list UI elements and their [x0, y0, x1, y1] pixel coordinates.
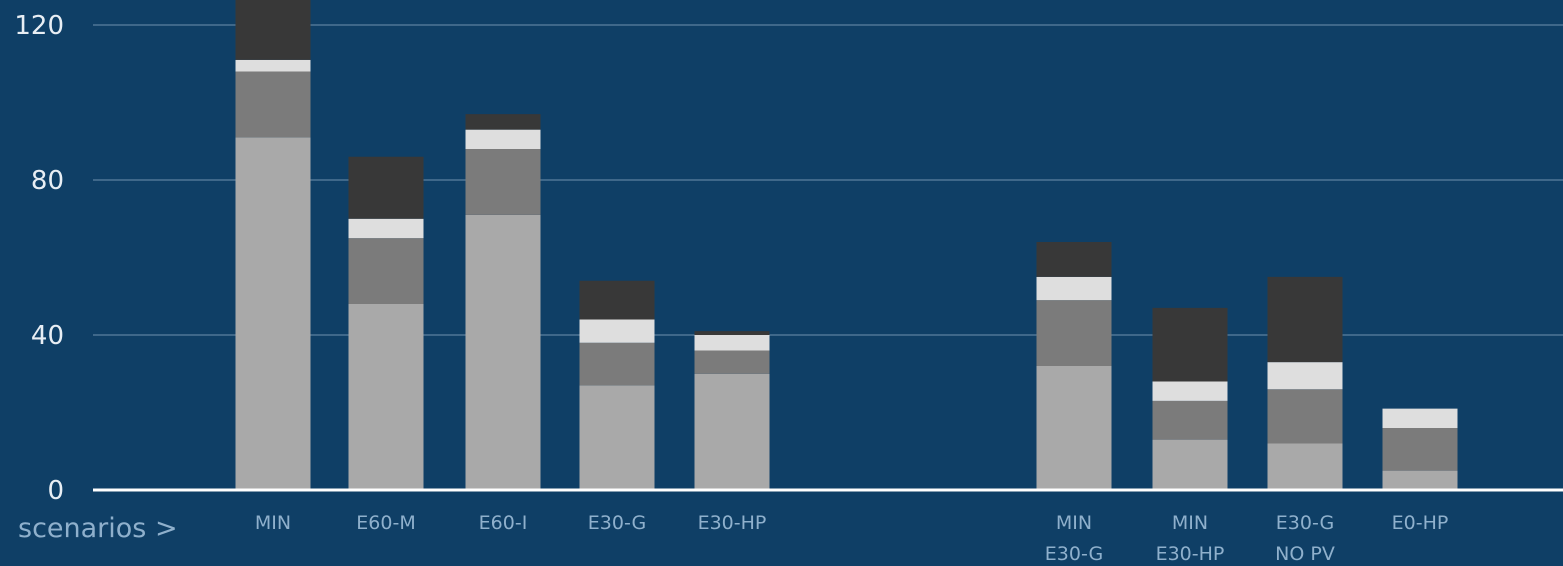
bar-segment-4-1	[694, 350, 770, 374]
x-tick-label: E30-G	[588, 512, 646, 534]
bar-segment-7-0	[1267, 443, 1343, 490]
x-tick-label: E30-HP	[1156, 543, 1225, 565]
bar-segment-6-2	[1152, 381, 1228, 401]
bar-segment-6-0	[1152, 439, 1228, 490]
x-tick-labels: MIN E60-M E60-I E30-G E30-HP MIN E30-G MIN E30-H…	[255, 512, 1448, 565]
bar-segment-8-2	[1382, 408, 1458, 428]
bar-segment-7-2	[1267, 362, 1343, 390]
bar-segment-1-1	[348, 238, 424, 304]
bar-segment-0-0	[235, 137, 311, 490]
x-tick-label: NO PV	[1275, 543, 1335, 565]
y-tick-label: 120	[14, 11, 64, 41]
y-tick-label: 40	[31, 321, 64, 351]
bar-segment-3-3	[579, 280, 655, 320]
bar-segment-1-2	[348, 218, 424, 239]
x-axis-label: scenarios >	[18, 513, 178, 544]
bar-segment-0-3	[235, 0, 311, 60]
axes: scenarios >	[18, 488, 1563, 544]
y-tick-label: 80	[31, 166, 64, 196]
x-tick-label: E30-G	[1276, 512, 1334, 534]
bar-segment-7-1	[1267, 389, 1343, 444]
bar-segment-4-3	[694, 331, 770, 335]
x-tick-label: E60-M	[356, 512, 415, 534]
bar-segment-2-0	[465, 214, 541, 490]
bar-segment-3-0	[579, 385, 655, 490]
bar-segment-5-2	[1036, 276, 1112, 301]
bar-segment-0-2	[235, 59, 311, 72]
bar-segment-6-1	[1152, 400, 1228, 440]
bar-segment-8-1	[1382, 428, 1458, 471]
x-tick-label: E60-I	[479, 512, 528, 534]
bar-segment-2-2	[465, 129, 541, 149]
bar-segment-2-1	[465, 149, 541, 215]
y-tick-label: 0	[47, 476, 64, 506]
bar-segment-5-0	[1036, 366, 1112, 490]
x-tick-label: MIN	[1172, 512, 1208, 534]
x-tick-label: E30-HP	[698, 512, 767, 534]
x-tick-label: MIN	[1056, 512, 1092, 534]
x-tick-label: E0-HP	[1392, 512, 1449, 534]
y-tick-labels: 0 40 80 120	[14, 11, 64, 506]
bar-segment-2-3	[465, 114, 541, 130]
bar-segment-7-3	[1267, 276, 1343, 363]
bars	[235, 0, 1458, 490]
bar-segment-0-1	[235, 71, 311, 138]
x-tick-label: MIN	[255, 512, 291, 534]
bar-segment-6-3	[1152, 307, 1228, 382]
bar-segment-5-1	[1036, 300, 1112, 366]
bar-segment-4-2	[694, 335, 770, 351]
bar-segment-4-0	[694, 373, 770, 490]
bar-segment-3-1	[579, 342, 655, 386]
bar-segment-1-3	[348, 156, 424, 219]
bar-segment-8-0	[1382, 470, 1458, 490]
bar-segment-3-2	[579, 319, 655, 343]
bar-segment-1-0	[348, 304, 424, 490]
bar-segment-5-3	[1036, 242, 1112, 277]
x-tick-label: E30-G	[1045, 543, 1103, 565]
